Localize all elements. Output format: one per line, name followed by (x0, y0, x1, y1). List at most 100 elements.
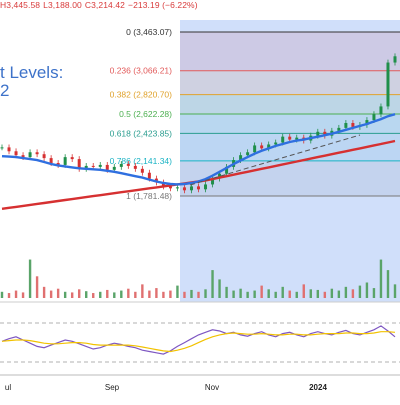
candle-body (140, 168, 144, 173)
volume-bar (120, 290, 123, 298)
volume-bar (365, 282, 369, 298)
ma50-line (1, 113, 396, 186)
candle-body (168, 186, 172, 189)
candle-body (112, 166, 116, 170)
fib-label: 0.236 (3,066.21) (110, 66, 173, 76)
candle-body (63, 157, 67, 165)
candle-body (379, 106, 383, 115)
volume-bar (351, 289, 355, 298)
candle-body (14, 151, 18, 156)
volume-bar (225, 286, 228, 298)
candle-body (204, 184, 208, 190)
volume-bar (330, 288, 334, 298)
candle-body (147, 172, 151, 179)
volume-bar (35, 276, 39, 298)
volume-bar (92, 293, 95, 298)
fib-label-bg (108, 154, 174, 166)
volume-bar (274, 291, 277, 298)
candle-body (386, 62, 390, 107)
candle-body (393, 56, 397, 63)
volume-bar (246, 291, 249, 298)
fib-label-bg (108, 190, 174, 201)
candle-body (281, 136, 285, 143)
volume-bar (63, 291, 67, 298)
volume-bar (42, 286, 46, 298)
candle-body (35, 152, 39, 155)
chart-title-line-2: 2 (0, 81, 10, 100)
candle-body (337, 127, 341, 131)
volume-bar (134, 291, 137, 298)
volume-bar (21, 292, 25, 298)
fib-label: 1 (1,781.48) (126, 191, 172, 201)
volume-bar (260, 285, 263, 298)
volume-bar (197, 291, 200, 298)
volume-bar (295, 291, 298, 298)
volume-bar (337, 290, 341, 298)
candle-body (267, 144, 271, 149)
volume-bar (218, 279, 221, 298)
candle-body (182, 187, 186, 191)
volume-bar (155, 288, 158, 298)
chart-title-line-1: t Levels: (0, 63, 64, 82)
candle-body (28, 152, 32, 158)
volume-bar (106, 289, 109, 298)
volume-bar (386, 270, 390, 298)
volume-bar (169, 290, 172, 298)
volume-bar (183, 291, 186, 298)
x-axis-label: Nov (205, 383, 219, 392)
fib-label: 0.786 (2,141.34) (110, 156, 173, 166)
candle-body (42, 154, 46, 159)
x-axis-labels: ul Sep Nov 2024 (5, 383, 328, 392)
fib-label: 0 (3,463.07) (126, 27, 172, 37)
volume-bar (70, 292, 74, 298)
fib-label-bg (108, 107, 174, 119)
volume-bar (323, 291, 327, 298)
candle-body (344, 122, 348, 128)
x-axis-label: Sep (105, 383, 120, 392)
fib-label-bg (108, 127, 174, 139)
candle-body (211, 178, 215, 185)
candle-body (218, 173, 222, 179)
volume-bar (379, 259, 383, 298)
ohlc-high: H3,445.58 (0, 0, 41, 10)
volume-bars (0, 259, 397, 298)
candle-body (91, 165, 95, 167)
fib-label-bg (108, 64, 174, 76)
candle-body (105, 164, 109, 170)
trend-line (189, 134, 361, 186)
volume-bar (14, 290, 18, 298)
fib-label-bg (108, 26, 174, 37)
candle-body (323, 131, 327, 136)
candle-body (365, 120, 369, 125)
candle-body (260, 145, 264, 149)
volume-bar (0, 291, 4, 298)
volume-bar (267, 289, 270, 298)
volume-bar (113, 292, 116, 298)
volume-bar (211, 270, 214, 298)
volume-bar (141, 284, 144, 298)
candle-body (126, 163, 130, 166)
candle-body (246, 152, 250, 156)
volume-bar (28, 259, 32, 298)
volume-bar (148, 290, 151, 298)
volume-bar (393, 284, 397, 298)
candle-body (274, 142, 278, 145)
candle-body (21, 155, 25, 158)
candle-body (372, 114, 376, 121)
volume-bar (281, 286, 284, 298)
volume-bar (358, 285, 362, 298)
candle-body (253, 145, 257, 153)
fib-label: 0.618 (2,423.85) (110, 128, 173, 138)
fib-label: 0.382 (2,820.70) (110, 90, 173, 100)
volume-bar (127, 288, 130, 298)
volume-bar (316, 289, 320, 298)
x-axis-label: ul (5, 383, 11, 392)
volume-bar (190, 289, 193, 298)
volume-bar (253, 290, 256, 298)
volume-bar (232, 290, 235, 298)
candle-body (239, 155, 243, 161)
volume-bar (176, 285, 179, 298)
volume-bar (85, 291, 88, 298)
